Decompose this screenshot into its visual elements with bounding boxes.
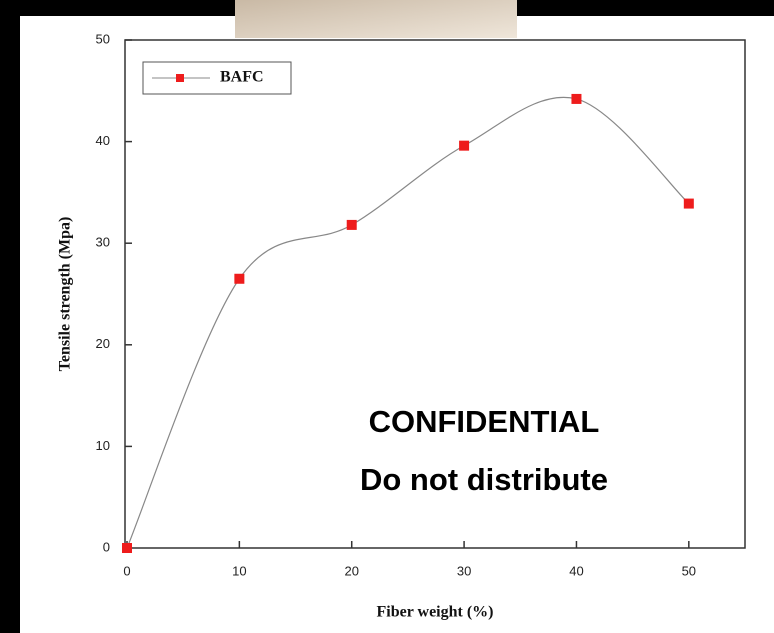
x-tick-label: 10: [232, 563, 246, 578]
y-tick-label: 0: [103, 539, 110, 554]
photo-fragment: [235, 0, 517, 38]
y-tick-label: 50: [96, 31, 110, 46]
x-tick-label: 40: [569, 563, 583, 578]
data-point: [346, 219, 357, 230]
data-point: [234, 273, 245, 284]
y-tick-label: 30: [96, 235, 110, 250]
y-tick-label: 10: [96, 438, 110, 453]
x-tick-label: 0: [123, 563, 130, 578]
chart-panel: [20, 16, 774, 633]
series-line: [126, 96, 690, 549]
watermark: CONFIDENTIAL: [369, 404, 600, 439]
legend-marker: [176, 74, 184, 82]
y-tick-label: 40: [96, 133, 110, 148]
x-tick-label: 30: [457, 563, 471, 578]
data-point: [571, 93, 582, 104]
x-tick-label: 50: [682, 563, 696, 578]
data-point: [459, 140, 470, 151]
plot-frame: [124, 39, 746, 549]
watermark: Do not distribute: [360, 462, 608, 497]
data-point: [683, 198, 694, 209]
legend-label: BAFC: [220, 69, 264, 86]
y-tick-label: 20: [96, 336, 110, 351]
data-point: [122, 543, 132, 553]
y-axis-label: Tensile strength (Mpa): [57, 217, 74, 372]
x-axis-label: Fiber weight (%): [376, 604, 493, 621]
x-tick-label: 20: [344, 563, 358, 578]
